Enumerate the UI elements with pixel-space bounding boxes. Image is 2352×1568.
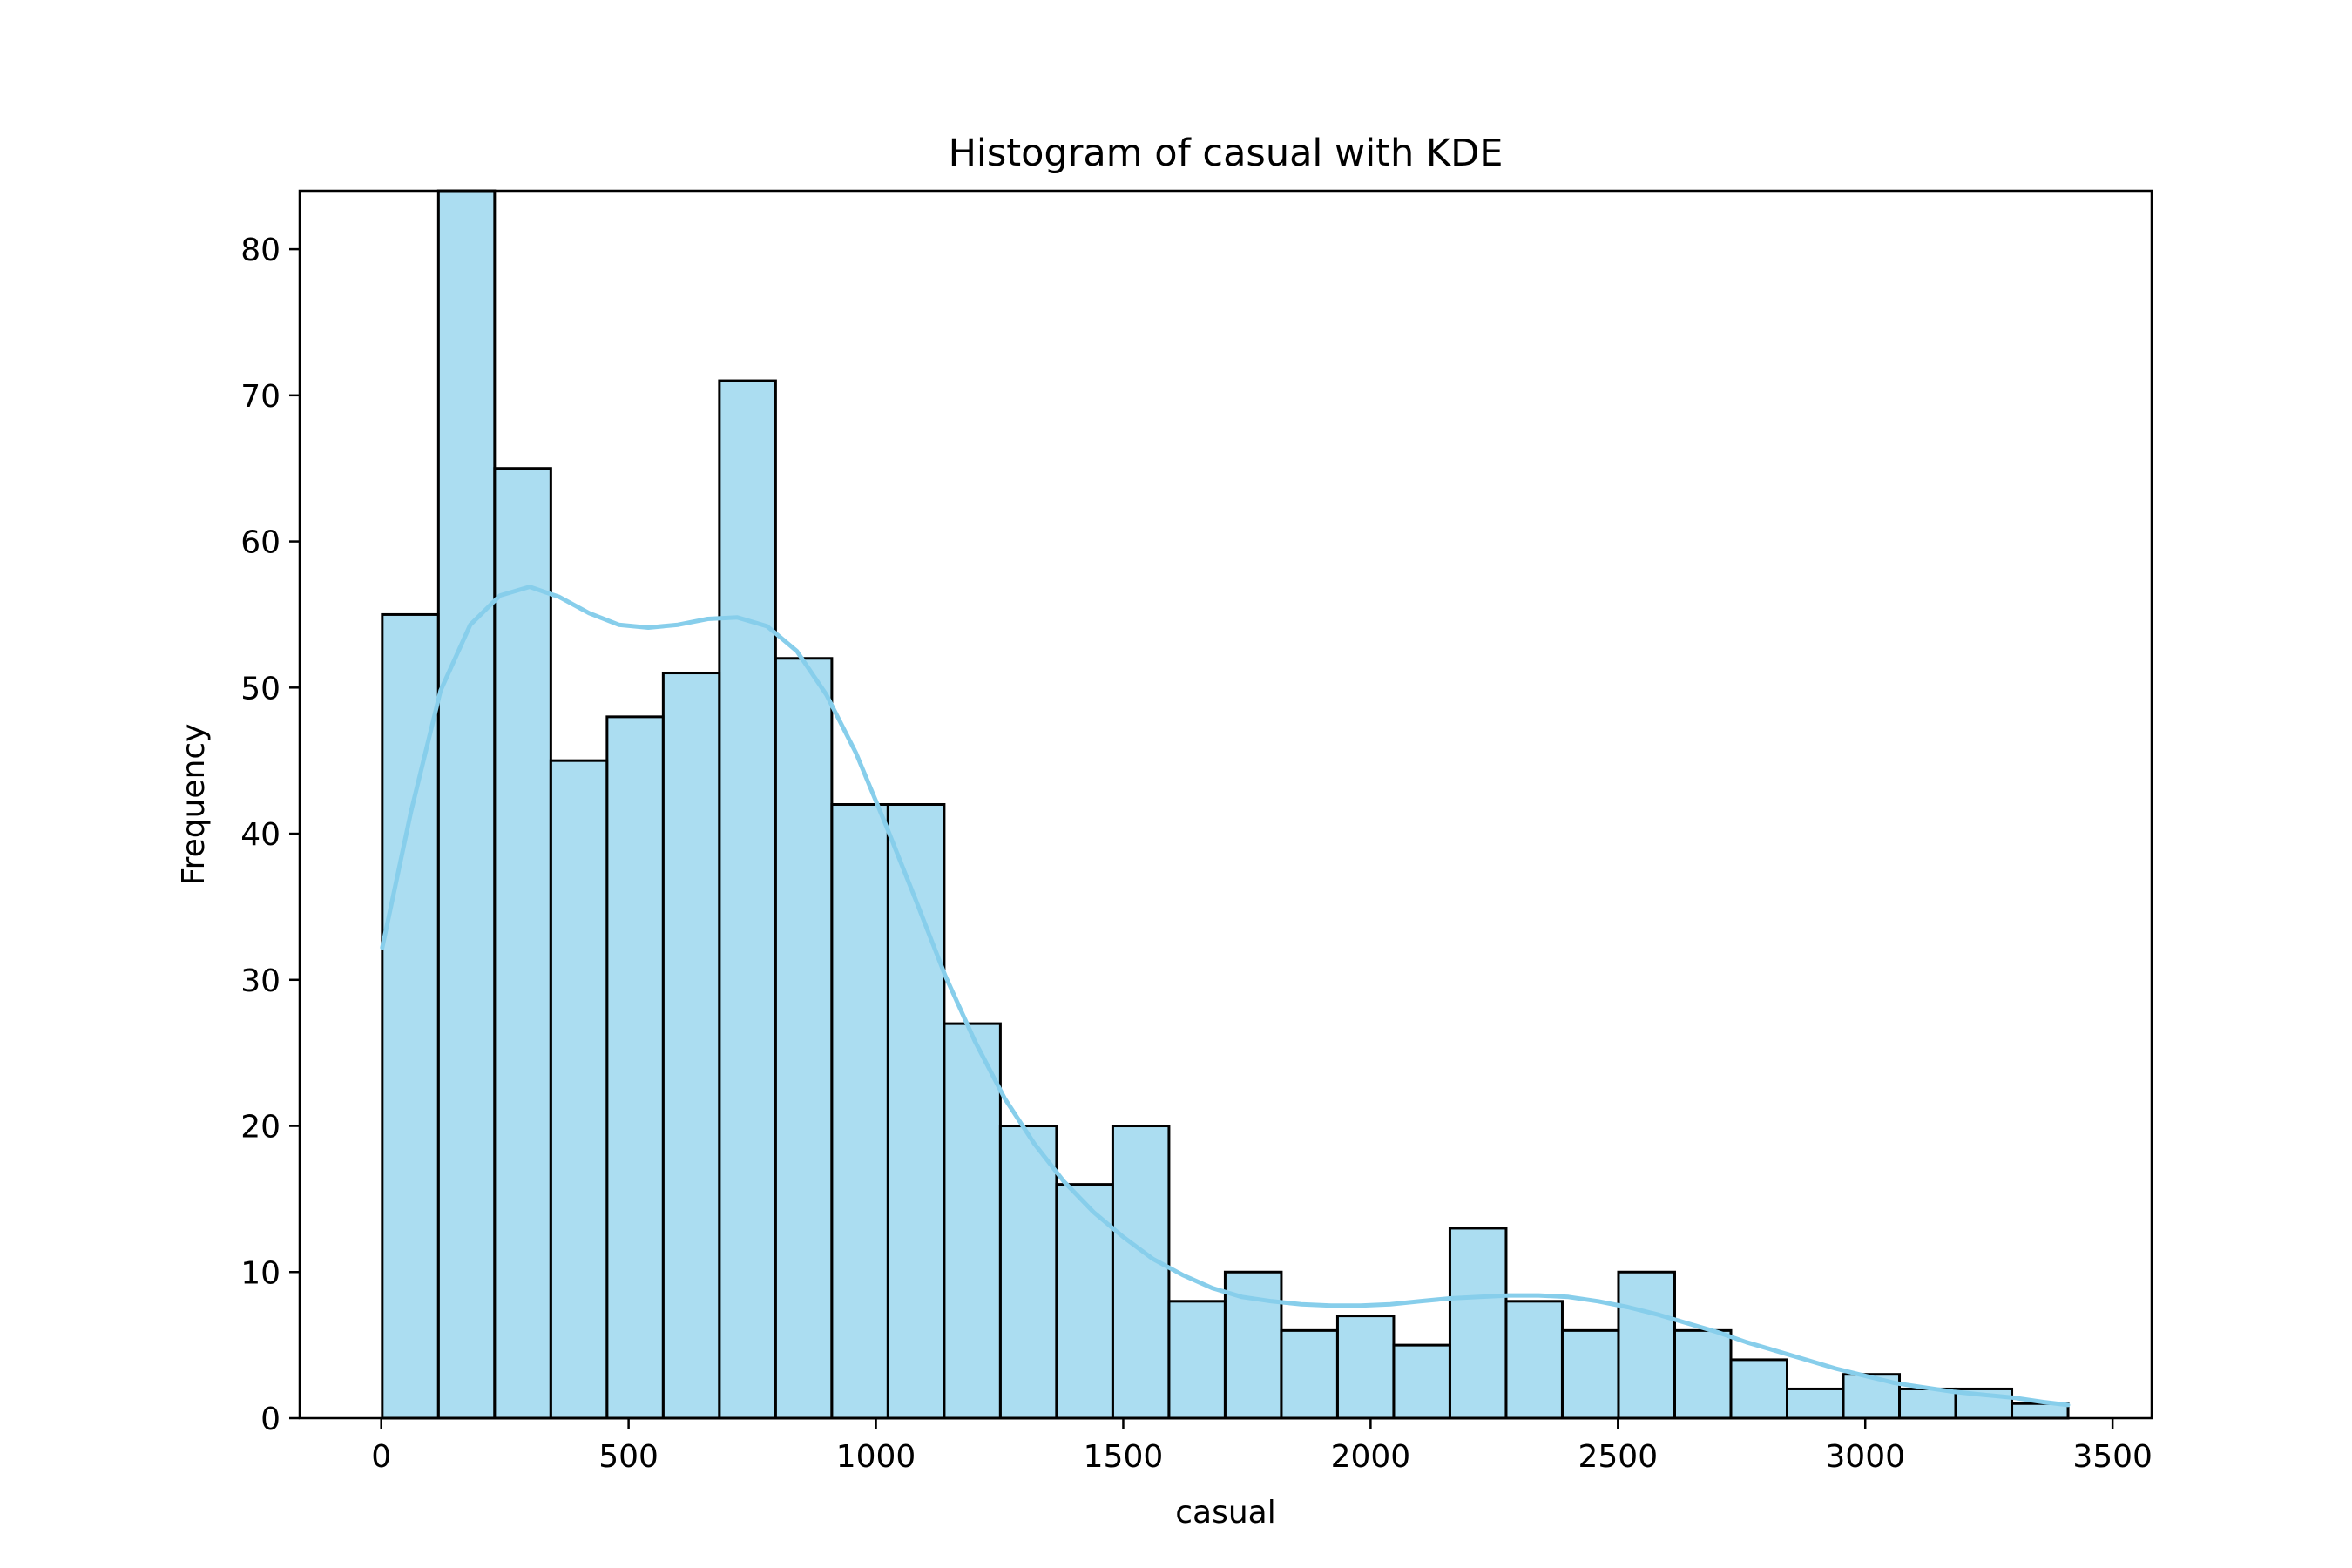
x-tick-label: 2500 xyxy=(1578,1439,1658,1475)
histogram-bar xyxy=(1786,1387,1845,1420)
histogram-bar xyxy=(605,715,665,1420)
y-tick-label: 60 xyxy=(240,525,280,561)
histogram-bar xyxy=(943,1022,1002,1420)
histogram-bar xyxy=(1617,1270,1676,1420)
x-tick-label: 3000 xyxy=(1825,1439,1905,1475)
histogram-bar xyxy=(1392,1343,1451,1420)
histogram-bar xyxy=(1167,1300,1227,1420)
y-tick-label: 80 xyxy=(240,233,280,268)
histogram-bar xyxy=(493,467,552,1420)
histogram-bar xyxy=(1729,1358,1789,1420)
x-axis-ticks: 0 500 1000 1500 2000 2500 3000 3500 xyxy=(371,1418,2153,1475)
histogram-bar xyxy=(1335,1315,1396,1420)
chart-title: Histogram of casual with KDE xyxy=(949,132,1504,175)
histogram-bar xyxy=(1448,1227,1508,1420)
histogram-bar xyxy=(1111,1125,1171,1420)
histogram-bar xyxy=(1280,1328,1339,1420)
y-tick-label: 10 xyxy=(240,1255,280,1291)
x-tick-label: 3500 xyxy=(2072,1439,2153,1475)
histogram-bar xyxy=(1055,1183,1114,1420)
histogram-bar xyxy=(1898,1387,1957,1420)
histogram-bar xyxy=(1504,1300,1564,1420)
y-tick-label: 20 xyxy=(240,1110,280,1146)
histogram-bar xyxy=(774,657,834,1420)
x-tick-label: 1000 xyxy=(836,1439,916,1475)
histogram-bar xyxy=(436,189,497,1420)
y-tick-label: 40 xyxy=(240,817,280,853)
plot-frame xyxy=(298,189,2153,1420)
histogram-bar xyxy=(830,803,889,1420)
histogram-bar xyxy=(718,379,777,1420)
x-tick-label: 0 xyxy=(371,1439,391,1475)
y-axis-ticks: 0 10 20 30 40 50 60 70 80 xyxy=(240,233,300,1437)
y-tick-label: 70 xyxy=(240,379,280,415)
x-tick-label: 500 xyxy=(598,1439,659,1475)
histogram-bars xyxy=(381,189,2070,1420)
histogram-bar xyxy=(549,759,609,1420)
y-tick-label: 0 xyxy=(260,1402,280,1437)
histogram-bar xyxy=(661,672,721,1420)
y-axis-label: Frequency xyxy=(176,724,212,886)
y-tick-label: 30 xyxy=(240,963,280,999)
x-axis-label: casual xyxy=(1175,1495,1276,1531)
histogram-bar xyxy=(381,612,440,1420)
x-tick-label: 1500 xyxy=(1084,1439,1164,1475)
histogram-bar xyxy=(1560,1328,1620,1420)
histogram-bar xyxy=(998,1125,1058,1420)
y-tick-label: 50 xyxy=(240,671,280,706)
kde-curve xyxy=(380,585,2071,1408)
histogram-bar xyxy=(1673,1328,1733,1420)
x-tick-label: 2000 xyxy=(1331,1439,1411,1475)
